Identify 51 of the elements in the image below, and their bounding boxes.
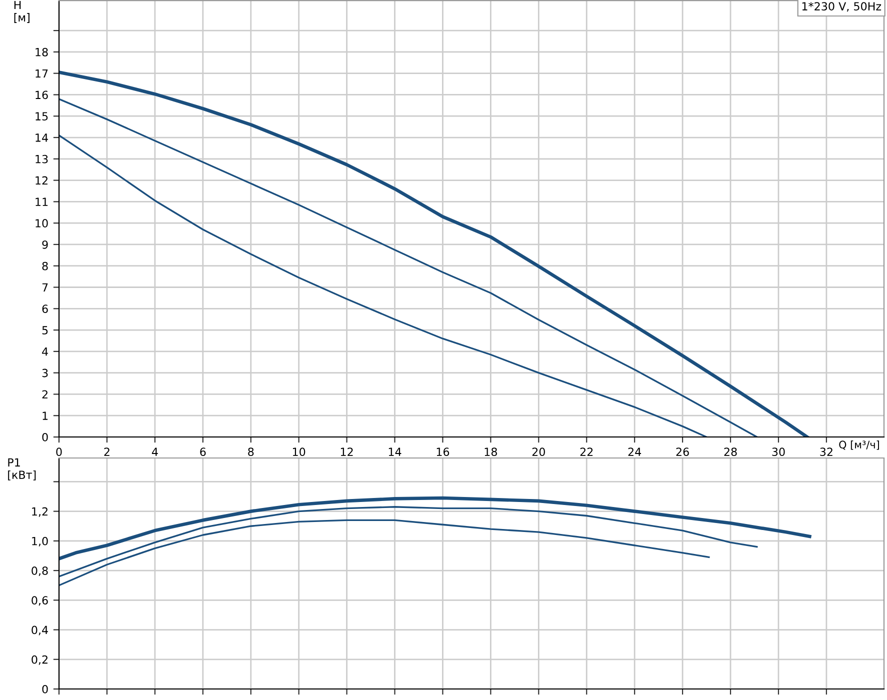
line-series <box>59 134 708 437</box>
y-tick-label: 18 <box>36 48 48 56</box>
y-tick-label: 1 <box>42 412 48 420</box>
x-tick-label: 28 <box>724 448 737 456</box>
y-tick-label: 14 <box>36 134 48 142</box>
x-tick-label: 8 <box>248 448 254 456</box>
y-tick-label: 16 <box>36 90 48 100</box>
x-tick-label: 14 <box>388 448 402 456</box>
y-tick-label: 9 <box>42 240 48 249</box>
y-tick-label: 5 <box>42 326 48 334</box>
x-tick-label: 30 <box>772 448 785 456</box>
annotation: 1*230 V, 50Hz <box>802 2 882 12</box>
y-tick-label: 13 <box>36 154 48 164</box>
x-tick-label: 18 <box>484 448 497 456</box>
x-tick-label: 0 <box>56 448 62 456</box>
y-tick-label: 10 <box>36 219 48 228</box>
y-tick-label: 0 <box>42 432 48 442</box>
y-tick-label: 2 <box>42 390 48 398</box>
x-tick-label: 2 <box>104 448 110 456</box>
x-tick-label: 32 <box>820 448 832 456</box>
y-axis-title: P1 [кВт] <box>8 458 36 480</box>
x-axis-title: Q [м³/ч] <box>839 440 879 450</box>
x-tick-label: 22 <box>580 448 593 456</box>
y-tick-label: 0 <box>42 684 48 694</box>
y-tick-label: 1,2 <box>32 507 48 517</box>
y-tick-label: 12 <box>36 176 48 185</box>
y-tick-label: 4 <box>42 348 48 356</box>
y-tick-label: 3 <box>42 368 48 378</box>
line-series <box>59 506 758 578</box>
line-series <box>59 496 812 560</box>
y-axis-title: H [м] <box>14 0 30 23</box>
y-tick-label: 7 <box>42 283 48 292</box>
x-tick-label: 26 <box>676 448 689 456</box>
y-tick-label: 6 <box>42 304 48 314</box>
y-tick-label: 8 <box>42 262 48 270</box>
y-tick-label: 0,8 <box>32 566 48 576</box>
y-tick-label: 11 <box>36 198 48 206</box>
y-tick-label: 0,4 <box>32 626 48 636</box>
x-tick-label: 12 <box>340 448 353 456</box>
x-tick-label: 24 <box>628 448 642 456</box>
x-tick-label: 10 <box>292 448 306 456</box>
y-tick-label: 0,2 <box>32 655 48 665</box>
y-tick-label: 17 <box>36 69 48 78</box>
y-tick-label: 0,6 <box>32 596 48 606</box>
x-tick-label: 20 <box>532 448 545 456</box>
x-tick-label: 6 <box>200 448 206 456</box>
y-tick-label: 1,0 <box>32 536 48 546</box>
line-series <box>59 519 710 586</box>
x-tick-label: 16 <box>436 448 450 456</box>
x-tick-label: 4 <box>152 448 158 456</box>
y-tick-label: 15 <box>36 112 48 120</box>
